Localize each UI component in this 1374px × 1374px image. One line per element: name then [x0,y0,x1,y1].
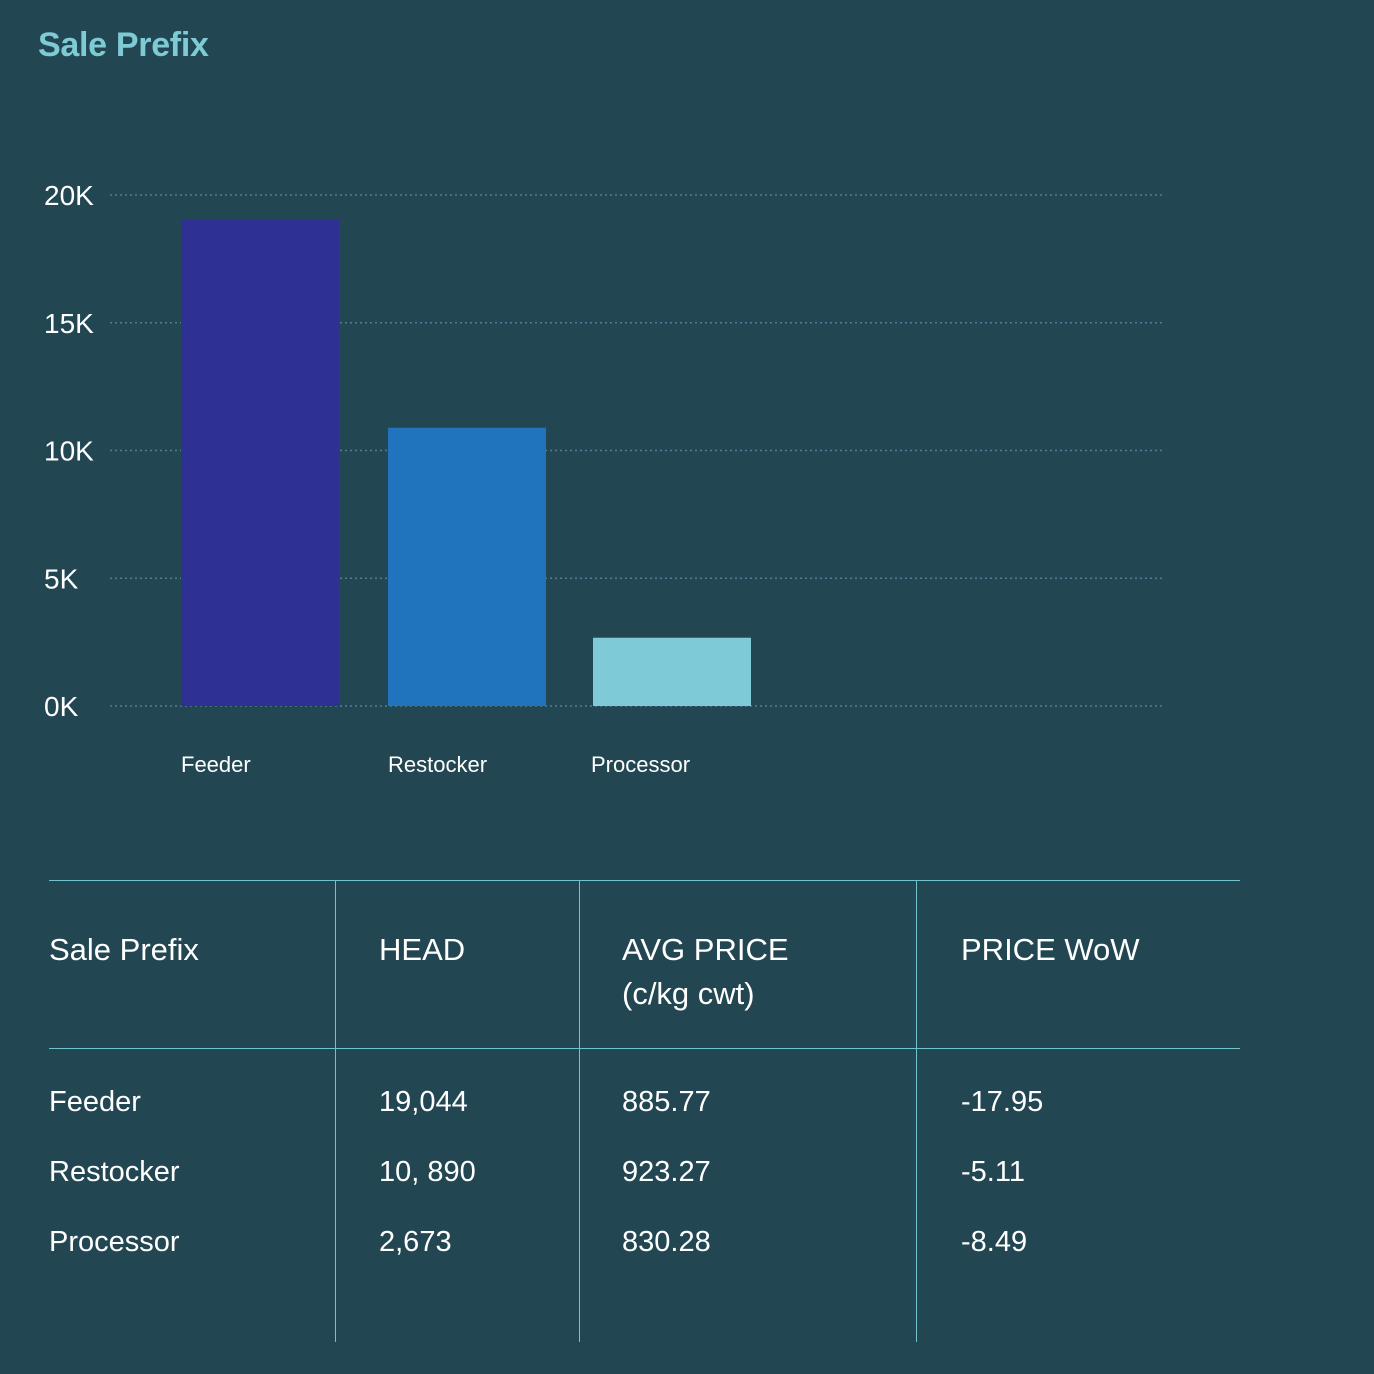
row-restocker-prefix: Restocker [49,1156,180,1188]
bar-chart: 0K 5K 10K 15K 20K Feeder Restocker Processor [44,180,1163,777]
table-header-rule [49,1048,1240,1049]
bar-processor [593,637,751,706]
y-tick-label: 10K [44,436,94,467]
chart-title: Sale Prefix [38,26,209,64]
row-feeder-prefix: Feeder [49,1086,141,1118]
column-divider [579,880,580,1342]
row-restocker-head: 10, 890 [379,1156,476,1188]
x-tick-label: Restocker [388,752,487,777]
header-price-wow: PRICE WoW [961,932,1140,967]
y-tick-label: 0K [44,691,79,722]
row-feeder-price-wow: -17.95 [961,1086,1044,1118]
sale-prefix-table: Sale Prefix HEAD AVG PRICE (c/kg cwt) PR… [49,880,1240,1342]
column-divider [335,880,336,1342]
row-feeder-head: 19,044 [379,1086,468,1118]
row-restocker-price-wow: -5.11 [961,1156,1025,1188]
header-head: HEAD [379,932,466,967]
row-processor-price-wow: -8.49 [961,1226,1028,1258]
row-processor-prefix: Processor [49,1226,180,1258]
bar-restocker [388,427,546,706]
y-tick-label: 5K [44,563,79,594]
bar-feeder [181,219,339,707]
x-tick-label: Feeder [181,752,251,777]
header-avg-price: AVG PRICE [622,932,789,967]
row-processor-avg-price: 830.28 [622,1226,711,1258]
header-sale-prefix: Sale Prefix [49,932,199,967]
table-top-rule [49,880,1240,881]
row-restocker-avg-price: 923.27 [622,1156,711,1188]
y-tick-label: 20K [44,180,94,211]
column-divider [916,880,917,1342]
row-processor-head: 2,673 [379,1226,452,1258]
y-tick-label: 15K [44,308,94,339]
x-tick-label: Processor [591,752,690,777]
header-avg-price-unit: (c/kg cwt) [622,976,755,1011]
row-feeder-avg-price: 885.77 [622,1086,711,1118]
